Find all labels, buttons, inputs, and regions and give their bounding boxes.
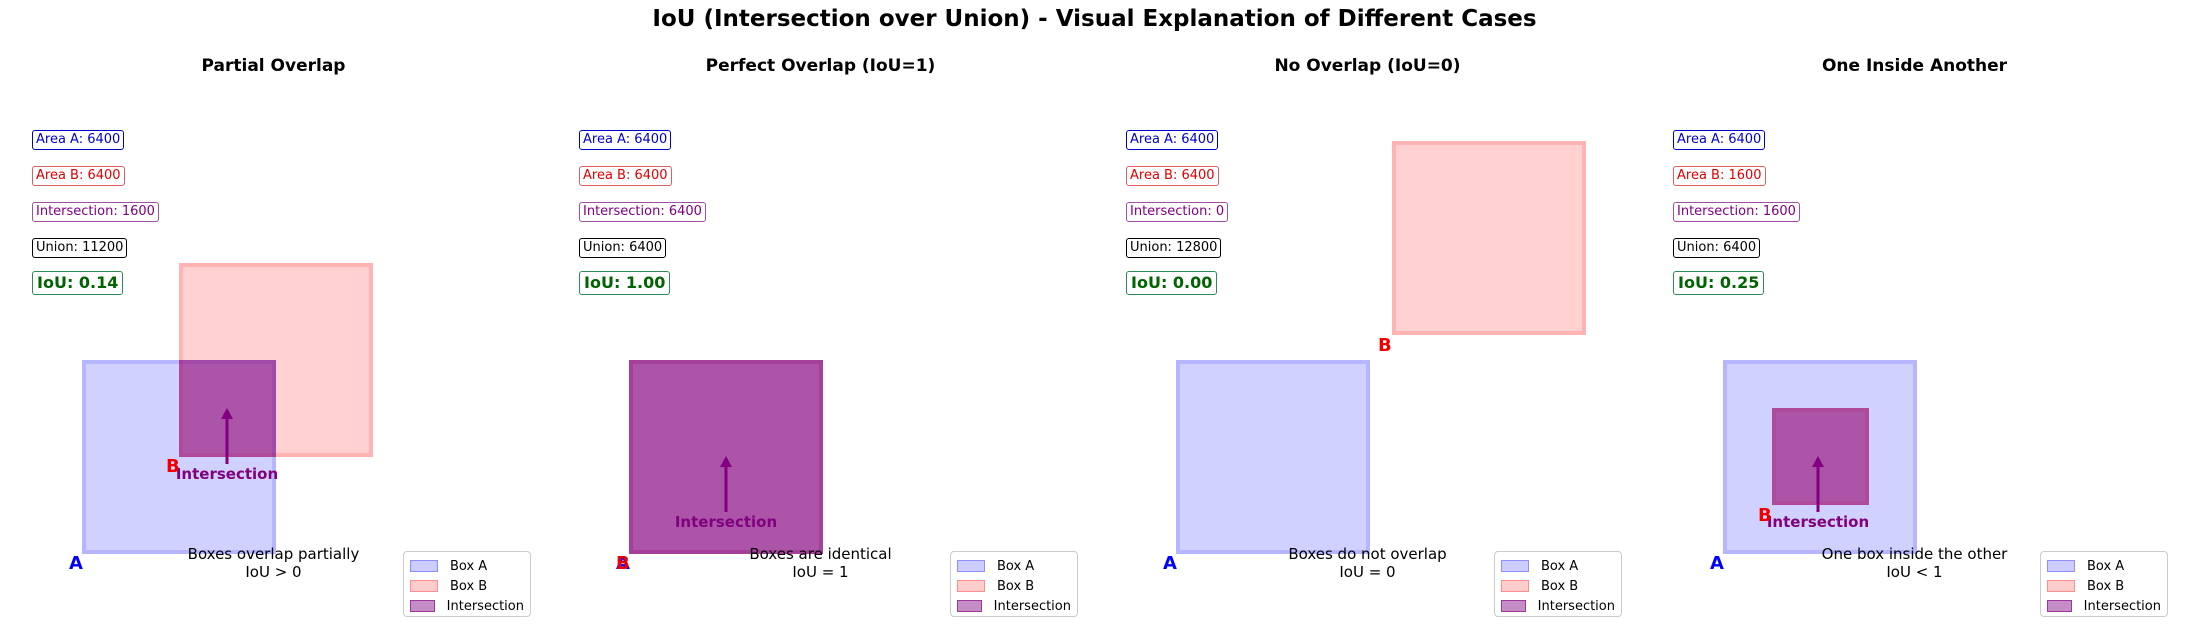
panel-one-inside-another: One Inside Another Area A: 6400 Area B: …: [1641, 0, 2188, 635]
legend-item-box-a: Box A: [957, 556, 1071, 576]
description-line-1: Boxes do not overlap: [1288, 545, 1447, 563]
iou-value-label: IoU: 0.00: [1126, 271, 1218, 295]
legend-swatch-intersection: [957, 600, 982, 612]
legend: Box A Box B Intersection: [2040, 551, 2168, 617]
box-a-corner-label: A: [616, 553, 630, 574]
box-b: [1392, 141, 1586, 335]
legend-swatch-intersection: [410, 600, 435, 612]
box-a-corner-label: A: [1710, 553, 1724, 574]
legend-item-intersection: Intersection: [2047, 596, 2161, 616]
legend-item-box-b: Box B: [2047, 576, 2161, 596]
union-area-label: Union: 11200: [32, 238, 128, 258]
intersection-label: Intersection: [674, 513, 778, 531]
legend-swatch-box-b: [410, 580, 438, 592]
arrow-icon: [720, 456, 732, 512]
description-line-2: IoU = 0: [1339, 563, 1396, 581]
legend-item-box-a: Box A: [2047, 556, 2161, 576]
legend-swatch-box-b: [1501, 580, 1529, 592]
intersection-label: Intersection: [1766, 513, 1870, 531]
arrow-icon: [221, 408, 233, 464]
description-line-2: IoU = 1: [792, 563, 849, 581]
iou-value-label: IoU: 0.14: [32, 271, 124, 295]
legend-label: Box A: [997, 558, 1035, 574]
iou-value-label: IoU: 1.00: [579, 271, 671, 295]
panel-title: Partial Overlap: [201, 56, 346, 76]
case-description: Boxes are identical IoU = 1: [547, 545, 1094, 581]
legend-swatch-box-a: [2047, 560, 2075, 572]
legend-label: Intersection: [993, 598, 1071, 614]
legend-label: Intersection: [446, 598, 524, 614]
panel-title: No Overlap (IoU=0): [1274, 56, 1461, 76]
legend-swatch-box-a: [1501, 560, 1529, 572]
legend-label: Intersection: [2083, 598, 2161, 614]
area-a-label: Area A: 6400: [1126, 130, 1219, 150]
intersection-label: Intersection: [175, 465, 279, 483]
case-description: Boxes overlap partially IoU > 0: [0, 545, 547, 581]
area-b-label: Area B: 1600: [1673, 166, 1766, 186]
intersection-area-label: Intersection: 1600: [1673, 202, 1800, 222]
intersection-area-label: Intersection: 0: [1126, 202, 1229, 222]
legend-label: Box B: [2087, 578, 2125, 594]
description-line-2: IoU > 0: [245, 563, 302, 581]
legend-item-intersection: Intersection: [957, 596, 1071, 616]
legend-swatch-box-a: [957, 560, 985, 572]
legend: Box A Box B Intersection: [950, 551, 1078, 617]
legend-item-box-a: Box A: [1501, 556, 1615, 576]
box-a: [1176, 360, 1370, 554]
box-b-corner-label: B: [166, 456, 180, 477]
legend-label: Box A: [450, 558, 488, 574]
legend-item-box-a: Box A: [410, 556, 524, 576]
box-a-corner-label: A: [1163, 553, 1177, 574]
legend-swatch-box-b: [2047, 580, 2075, 592]
area-a-label: Area A: 6400: [1673, 130, 1766, 150]
area-b-label: Area B: 6400: [1126, 166, 1219, 186]
legend-label: Box B: [450, 578, 488, 594]
panel-title: One Inside Another: [1821, 56, 2008, 76]
legend-item-box-b: Box B: [410, 576, 524, 596]
legend-item-box-b: Box B: [1501, 576, 1615, 596]
legend-swatch-box-b: [957, 580, 985, 592]
union-area-label: Union: 6400: [1673, 238, 1761, 258]
union-area-label: Union: 6400: [579, 238, 667, 258]
figure-title: IoU (Intersection over Union) - Visual E…: [652, 6, 1537, 32]
legend-item-intersection: Intersection: [410, 596, 524, 616]
panel-partial-overlap: Partial Overlap Area A: 6400 Area B: 640…: [0, 0, 547, 635]
legend-swatch-box-a: [410, 560, 438, 572]
intersection-region: [1772, 408, 1869, 505]
legend-label: Box A: [1541, 558, 1579, 574]
legend-item-intersection: Intersection: [1501, 596, 1615, 616]
area-b-label: Area B: 6400: [32, 166, 125, 186]
legend-item-box-b: Box B: [957, 576, 1071, 596]
legend-swatch-intersection: [1501, 600, 1526, 612]
description-line-1: Boxes are identical: [749, 545, 892, 563]
legend: Box A Box B Intersection: [403, 551, 531, 617]
legend-label: Intersection: [1537, 598, 1615, 614]
box-b-corner-label: B: [1378, 335, 1392, 356]
description-line-2: IoU < 1: [1886, 563, 1943, 581]
legend-label: Box A: [2087, 558, 2125, 574]
description-line-1: One box inside the other: [1821, 545, 2008, 563]
intersection-area-label: Intersection: 6400: [579, 202, 706, 222]
box-a-corner-label: A: [69, 553, 83, 574]
legend: Box A Box B Intersection: [1494, 551, 1622, 617]
legend-label: Box B: [997, 578, 1035, 594]
case-description: Boxes do not overlap IoU = 0: [1094, 545, 1641, 581]
area-a-label: Area A: 6400: [579, 130, 672, 150]
area-b-label: Area B: 6400: [579, 166, 672, 186]
panel-perfect-overlap: Perfect Overlap (IoU=1) Area A: 6400 Are…: [547, 0, 1094, 635]
box-b-corner-label: B: [616, 553, 630, 574]
panel-title: Perfect Overlap (IoU=1): [705, 56, 936, 76]
description-line-1: Boxes overlap partially: [187, 545, 360, 563]
area-a-label: Area A: 6400: [32, 130, 125, 150]
legend-swatch-intersection: [2047, 600, 2072, 612]
intersection-area-label: Intersection: 1600: [32, 202, 159, 222]
panel-no-overlap: No Overlap (IoU=0) Area A: 6400 Area B: …: [1094, 0, 1641, 635]
box-b-corner-label: B: [1758, 505, 1772, 526]
union-area-label: Union: 12800: [1126, 238, 1222, 258]
arrow-icon: [1812, 456, 1824, 512]
case-description: One box inside the other IoU < 1: [1641, 545, 2188, 581]
iou-value-label: IoU: 0.25: [1673, 271, 1765, 295]
legend-label: Box B: [1541, 578, 1579, 594]
